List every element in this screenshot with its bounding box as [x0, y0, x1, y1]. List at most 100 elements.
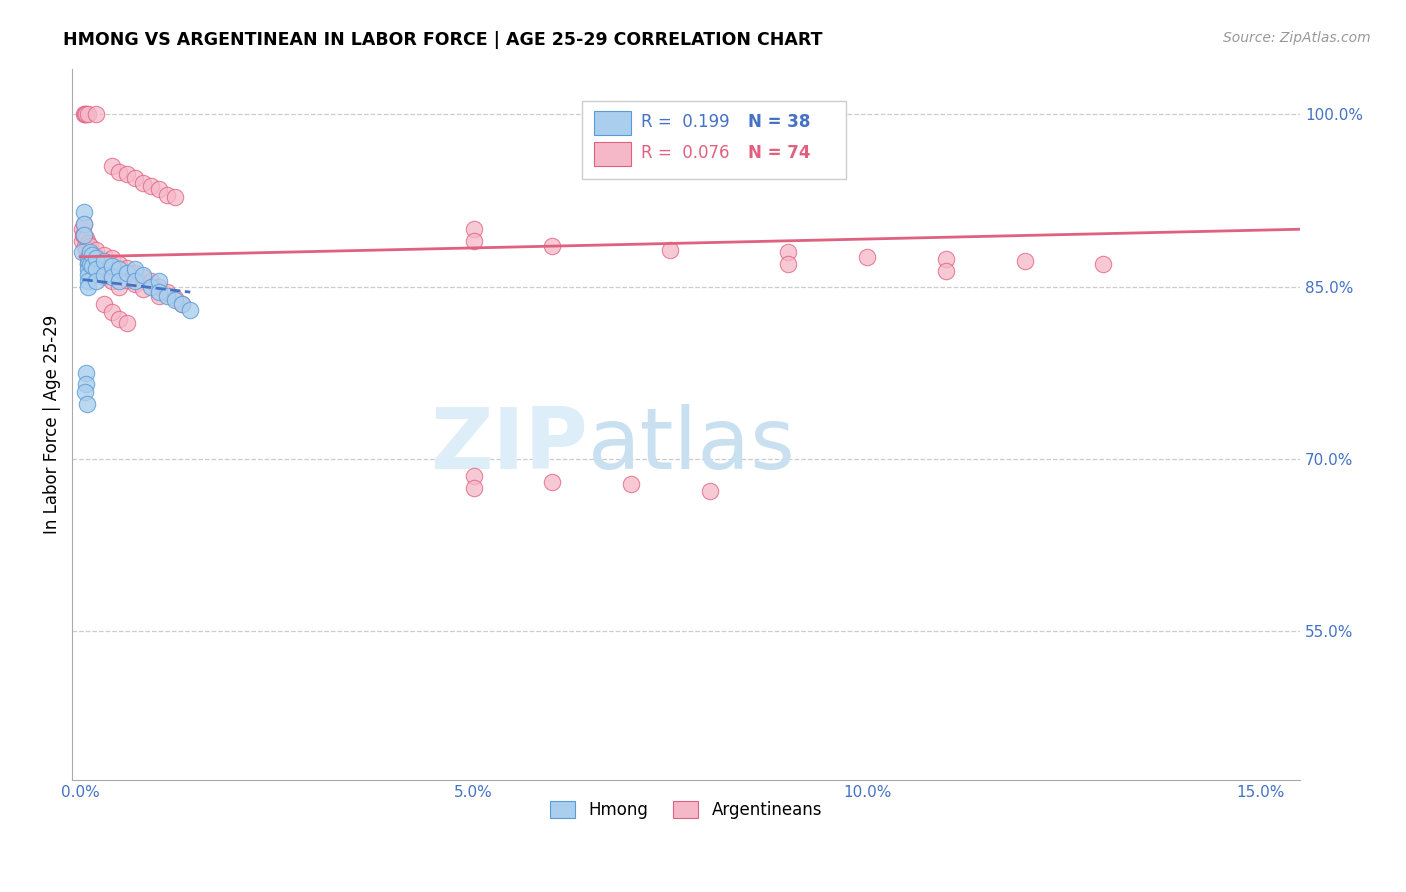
- Point: [132, 177, 155, 191]
- Point: [108, 262, 131, 277]
- Point: [1014, 254, 1036, 268]
- Point: [84, 266, 107, 280]
- Point: [148, 289, 170, 303]
- Point: [84, 243, 107, 257]
- Point: [77, 235, 100, 250]
- Point: [100, 251, 122, 265]
- Point: [79, 257, 101, 271]
- Point: [77, 247, 100, 261]
- Text: R =  0.199: R = 0.199: [641, 113, 730, 131]
- Point: [75, 107, 97, 121]
- Point: [84, 107, 107, 121]
- Point: [108, 279, 131, 293]
- Point: [72, 222, 94, 236]
- Point: [172, 297, 194, 311]
- Point: [100, 259, 122, 273]
- Text: HMONG VS ARGENTINEAN IN LABOR FORCE | AGE 25-29 CORRELATION CHART: HMONG VS ARGENTINEAN IN LABOR FORCE | AG…: [63, 31, 823, 49]
- Point: [79, 239, 101, 253]
- Text: N = 74: N = 74: [748, 145, 810, 162]
- Point: [124, 170, 146, 185]
- Point: [75, 377, 97, 392]
- Point: [463, 469, 485, 483]
- Point: [100, 159, 122, 173]
- Point: [73, 217, 96, 231]
- Point: [132, 282, 155, 296]
- Point: [93, 247, 115, 261]
- Point: [73, 227, 96, 242]
- Point: [139, 274, 162, 288]
- Point: [93, 268, 115, 282]
- Point: [117, 266, 139, 280]
- Point: [73, 107, 96, 121]
- Point: [124, 274, 146, 288]
- Point: [73, 227, 96, 242]
- Point: [935, 263, 957, 277]
- Point: [80, 259, 103, 273]
- Point: [75, 366, 97, 380]
- Text: N = 38: N = 38: [748, 113, 810, 131]
- Point: [935, 252, 957, 266]
- Point: [148, 279, 170, 293]
- Point: [100, 262, 122, 277]
- Y-axis label: In Labor Force | Age 25-29: In Labor Force | Age 25-29: [44, 315, 60, 534]
- Legend: Hmong, Argentineans: Hmong, Argentineans: [544, 794, 828, 825]
- Point: [699, 483, 721, 498]
- Point: [73, 107, 96, 121]
- Point: [77, 274, 100, 288]
- Point: [75, 243, 97, 257]
- Point: [117, 273, 139, 287]
- Text: R =  0.076: R = 0.076: [641, 145, 730, 162]
- Point: [124, 262, 146, 277]
- Point: [93, 297, 115, 311]
- Bar: [595, 111, 631, 135]
- Point: [139, 178, 162, 193]
- Point: [124, 266, 146, 280]
- Point: [100, 274, 122, 288]
- Text: atlas: atlas: [588, 404, 796, 487]
- Point: [84, 251, 107, 265]
- Point: [80, 247, 103, 261]
- Point: [72, 245, 94, 260]
- Point: [73, 385, 96, 400]
- Point: [541, 239, 564, 253]
- Bar: [595, 142, 631, 166]
- Point: [1092, 257, 1115, 271]
- Point: [117, 261, 139, 276]
- Point: [541, 475, 564, 489]
- Point: [84, 254, 107, 268]
- Point: [93, 270, 115, 285]
- Point: [163, 190, 186, 204]
- Point: [75, 231, 97, 245]
- Point: [148, 285, 170, 300]
- Point: [72, 227, 94, 242]
- Point: [108, 274, 131, 288]
- Point: [778, 257, 800, 271]
- Point: [179, 302, 201, 317]
- Text: Source: ZipAtlas.com: Source: ZipAtlas.com: [1223, 31, 1371, 45]
- Point: [148, 182, 170, 196]
- Point: [93, 259, 115, 273]
- Point: [156, 285, 179, 300]
- Point: [77, 279, 100, 293]
- Point: [132, 268, 155, 282]
- Point: [139, 279, 162, 293]
- Point: [77, 257, 100, 271]
- Point: [108, 311, 131, 326]
- Point: [463, 222, 485, 236]
- Point: [463, 481, 485, 495]
- Point: [73, 217, 96, 231]
- Point: [156, 289, 179, 303]
- Point: [156, 187, 179, 202]
- Point: [117, 167, 139, 181]
- Point: [84, 274, 107, 288]
- Point: [620, 477, 643, 491]
- Point: [72, 234, 94, 248]
- Point: [77, 257, 100, 271]
- Point: [778, 245, 800, 260]
- Point: [77, 251, 100, 265]
- Point: [163, 293, 186, 308]
- Point: [108, 268, 131, 282]
- Text: ZIP: ZIP: [430, 404, 588, 487]
- Point: [100, 270, 122, 285]
- Point: [89, 262, 111, 277]
